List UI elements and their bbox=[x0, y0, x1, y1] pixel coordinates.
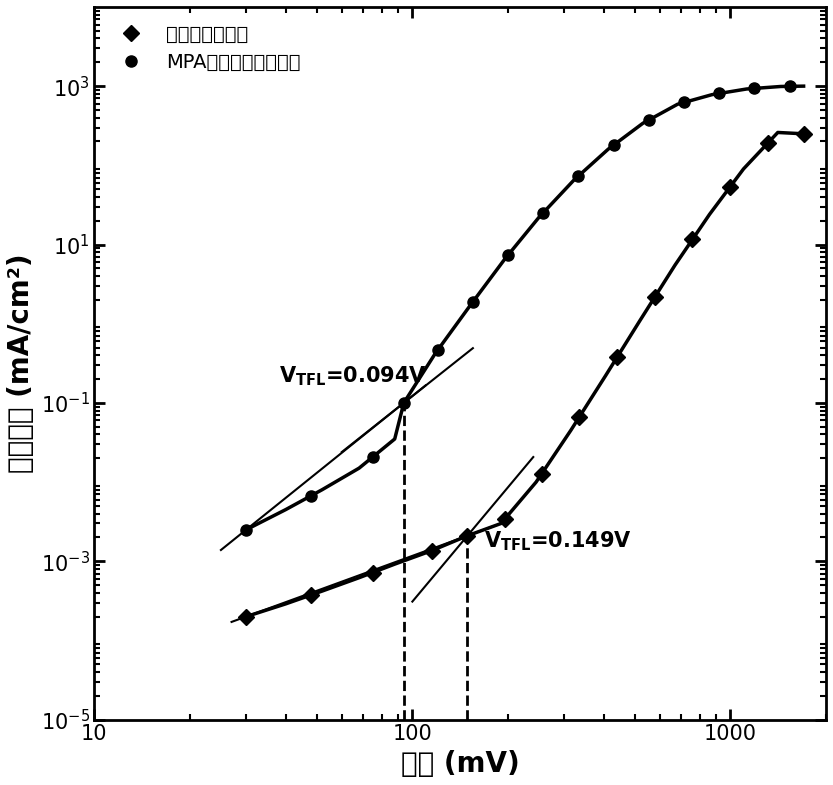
Text: $\mathbf{V_{TFL}}$=0.149V: $\mathbf{V_{TFL}}$=0.149V bbox=[484, 529, 631, 553]
原始钒钓矿薄膜 bbox=[462, 531, 472, 540]
原始钒钓矿薄膜 bbox=[500, 514, 510, 524]
原始钒钓矿薄膜 bbox=[574, 412, 584, 422]
Text: $\mathbf{V_{TFL}}$=0.094V: $\mathbf{V_{TFL}}$=0.094V bbox=[279, 365, 426, 389]
MPA钒化处理后的薄膜 bbox=[609, 141, 619, 150]
原始钒钓矿薄膜 bbox=[799, 129, 809, 138]
Legend: 原始钒钓矿薄膜, MPA钒化处理后的薄膜: 原始钒钓矿薄膜, MPA钒化处理后的薄膜 bbox=[104, 16, 308, 80]
原始钒钓矿薄膜 bbox=[726, 182, 736, 192]
原始钒钓矿薄膜 bbox=[426, 546, 436, 556]
MPA钒化处理后的薄膜 bbox=[785, 82, 795, 91]
Y-axis label: 电流密度 (mA/cm²): 电流密度 (mA/cm²) bbox=[7, 254, 35, 473]
原始钒钓矿薄膜 bbox=[241, 612, 251, 621]
原始钒钓矿薄膜 bbox=[687, 235, 697, 244]
MPA钒化处理后的薄膜 bbox=[714, 89, 724, 98]
MPA钒化处理后的薄膜 bbox=[306, 491, 316, 501]
MPA钒化处理后的薄膜 bbox=[432, 345, 442, 355]
Line: MPA钒化处理后的薄膜: MPA钒化处理后的薄膜 bbox=[241, 81, 795, 535]
原始钒钓矿薄膜 bbox=[763, 139, 773, 148]
MPA钒化处理后的薄膜 bbox=[573, 171, 583, 181]
MPA钒化处理后的薄膜 bbox=[644, 115, 654, 125]
X-axis label: 电压 (mV): 电压 (mV) bbox=[401, 750, 520, 778]
原始钒钓矿薄膜 bbox=[650, 292, 660, 301]
原始钒钓矿薄膜 bbox=[367, 568, 377, 577]
MPA钒化处理后的薄膜 bbox=[538, 208, 548, 217]
原始钒钓矿薄膜 bbox=[612, 352, 622, 362]
MPA钒化处理后的薄膜 bbox=[750, 84, 760, 93]
MPA钒化处理后的薄膜 bbox=[679, 98, 689, 108]
MPA钒化处理后的薄膜 bbox=[367, 452, 377, 462]
Line: 原始钒钓矿薄膜: 原始钒钓矿薄膜 bbox=[241, 128, 809, 623]
MPA钒化处理后的薄膜 bbox=[241, 525, 251, 535]
原始钒钓矿薄膜 bbox=[536, 469, 546, 479]
原始钒钓矿薄膜 bbox=[306, 590, 316, 600]
MPA钒化处理后的薄膜 bbox=[468, 297, 478, 306]
MPA钒化处理后的薄膜 bbox=[399, 398, 409, 407]
MPA钒化处理后的薄膜 bbox=[503, 250, 513, 260]
